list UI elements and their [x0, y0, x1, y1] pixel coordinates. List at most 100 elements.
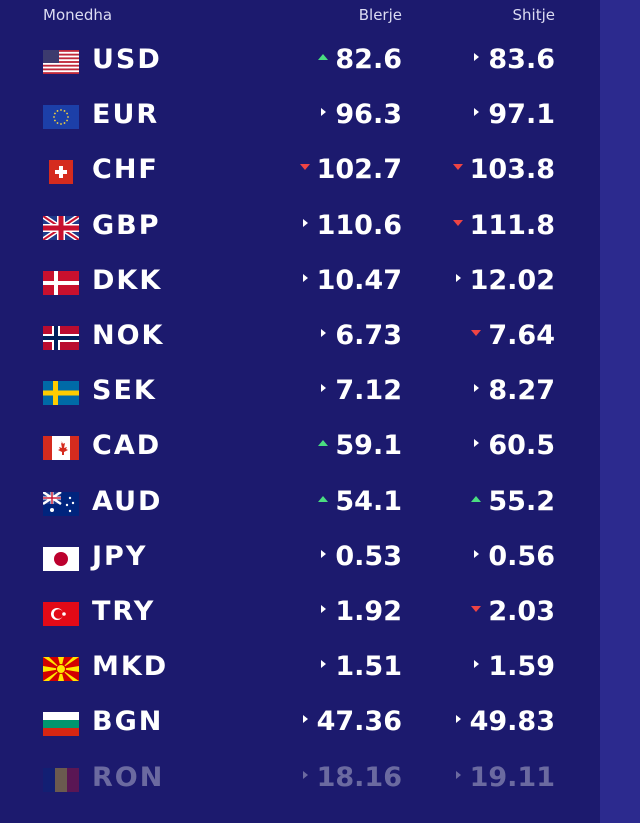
arrow-right-icon	[451, 271, 465, 285]
arrow-up-icon	[469, 492, 483, 506]
arrow-right-icon	[316, 602, 330, 616]
buy-value: 59.1	[335, 430, 402, 462]
buy-rate: 96.3	[316, 99, 402, 130]
sell-rate: 8.27	[469, 375, 555, 406]
exchange-rate-panel: Monedha Blerje Shitje USD 82.6 83.6 EUR 96.3…	[0, 6, 600, 793]
side-scroll-area	[600, 0, 640, 823]
currency-code: MKD	[92, 651, 169, 683]
sell-rate: 12.02	[451, 265, 555, 296]
buy-rate: 1.51	[316, 651, 402, 682]
currency-code: RON	[92, 761, 165, 793]
arrow-down-icon	[298, 160, 312, 174]
rate-row-gbp: GBP 110.6 111.8	[0, 206, 600, 261]
sell-rate: 55.2	[469, 486, 555, 517]
rate-row-cad: CAD 59.1 60.5	[0, 426, 600, 481]
arrow-right-icon	[451, 712, 465, 726]
rate-row-jpy: JPY 0.53 0.56	[0, 537, 600, 592]
currency-code: CAD	[92, 430, 162, 462]
rate-row-sek: SEK 7.12 8.27	[0, 371, 600, 426]
sell-rate: 83.6	[469, 44, 555, 75]
currency-code: BGN	[92, 706, 164, 738]
arrow-right-icon	[469, 105, 483, 119]
flag-au-icon	[43, 491, 79, 516]
arrow-up-icon	[316, 436, 330, 450]
flag-us-icon	[43, 50, 79, 74]
sell-value: 12.02	[469, 264, 555, 296]
flag-mk-icon	[43, 657, 79, 682]
rate-row-usd: USD 82.6 83.6	[0, 40, 600, 95]
arrow-down-icon	[451, 160, 465, 174]
rate-row-dkk: DKK 10.47 12.02	[0, 261, 600, 316]
sell-rate: 103.8	[451, 154, 555, 185]
arrow-right-icon	[469, 436, 483, 450]
arrow-right-icon	[469, 657, 483, 671]
rate-row-try: TRY 1.92 2.03	[0, 592, 600, 647]
sell-rate: 19.11	[451, 762, 555, 793]
sell-rate: 97.1	[469, 99, 555, 130]
currency-code: GBP	[92, 209, 161, 241]
currency-column-header: Monedha	[43, 6, 113, 24]
buy-rate: 110.6	[298, 210, 402, 241]
buy-value: 1.51	[335, 651, 402, 683]
buy-value: 54.1	[335, 485, 402, 517]
buy-rate: 59.1	[316, 430, 402, 461]
flag-ro-icon	[43, 767, 79, 792]
sell-value: 49.83	[469, 706, 555, 738]
currency-code: SEK	[92, 375, 157, 407]
buy-rate: 10.47	[298, 265, 402, 296]
rate-row-aud: AUD 54.1 55.2	[0, 482, 600, 537]
currency-code: CHF	[92, 154, 159, 186]
flag-tr-icon	[43, 602, 79, 626]
arrow-right-icon	[298, 768, 312, 782]
sell-value: 55.2	[488, 485, 555, 517]
flag-eu-icon	[43, 105, 79, 130]
flag-jp-icon	[43, 546, 79, 571]
buy-value: 7.12	[335, 375, 402, 407]
flag-ca-icon	[43, 436, 79, 461]
sell-value: 60.5	[488, 430, 555, 462]
rate-row-eur: EUR 96.3 97.1	[0, 95, 600, 150]
arrow-down-icon	[469, 326, 483, 340]
sell-rate: 49.83	[451, 706, 555, 737]
sell-value: 83.6	[488, 44, 555, 75]
sell-value: 111.8	[469, 209, 555, 241]
sell-value: 1.59	[488, 651, 555, 683]
buy-value: 110.6	[316, 209, 402, 241]
arrow-right-icon	[469, 381, 483, 395]
buy-rate: 7.12	[316, 375, 402, 406]
buy-value: 102.7	[316, 154, 402, 186]
arrow-up-icon	[316, 492, 330, 506]
sell-rate: 0.56	[469, 541, 555, 572]
sell-rate: 7.64	[469, 320, 555, 351]
buy-rate: 54.1	[316, 486, 402, 517]
buy-rate: 82.6	[316, 44, 402, 75]
sell-value: 103.8	[469, 154, 555, 186]
sell-value: 7.64	[488, 320, 555, 351]
arrow-right-icon	[469, 50, 483, 64]
flag-no-icon	[43, 326, 79, 350]
buy-rate: 47.36	[298, 706, 402, 737]
currency-code: AUD	[92, 485, 163, 517]
buy-value: 47.36	[316, 706, 402, 738]
buy-value: 6.73	[335, 320, 402, 351]
buy-rate: 102.7	[298, 154, 402, 185]
sell-value: 19.11	[469, 761, 555, 793]
arrow-up-icon	[316, 50, 330, 64]
buy-rate: 18.16	[298, 762, 402, 793]
currency-code: EUR	[92, 99, 160, 131]
arrow-right-icon	[316, 105, 330, 119]
buy-value: 82.6	[335, 44, 402, 75]
sell-value: 97.1	[488, 99, 555, 131]
arrow-right-icon	[298, 271, 312, 285]
arrow-right-icon	[298, 712, 312, 726]
arrow-down-icon	[469, 602, 483, 616]
currency-code: TRY	[92, 596, 156, 627]
sell-rate: 1.59	[469, 651, 555, 682]
arrow-right-icon	[316, 381, 330, 395]
flag-se-icon	[43, 381, 79, 406]
buy-value: 0.53	[335, 540, 402, 572]
arrow-down-icon	[451, 216, 465, 230]
arrow-right-icon	[298, 216, 312, 230]
buy-rate: 0.53	[316, 541, 402, 572]
buy-value: 1.92	[335, 596, 402, 627]
